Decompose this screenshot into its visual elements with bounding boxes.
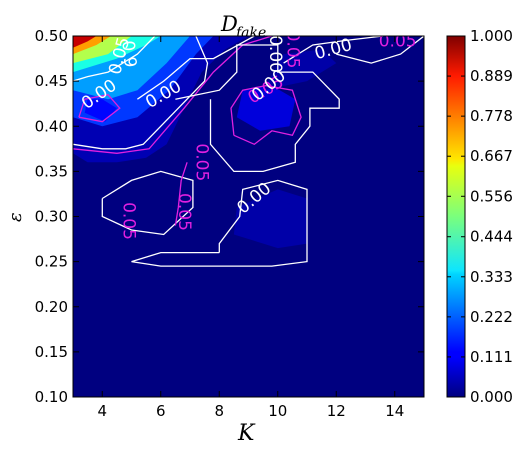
x-axis-ticks: 4 6 8 10 12 14 xyxy=(97,36,404,420)
contour-label: 0.05 xyxy=(282,31,302,69)
x-axis-label: K xyxy=(237,421,256,446)
heatmap-region xyxy=(236,85,296,131)
y-axis-ticks: 0.10 0.15 0.20 0.25 0.30 0.35 0.40 0.45 0.50 xyxy=(35,27,424,406)
y-tick-label: 0.10 xyxy=(35,388,68,406)
contour-line xyxy=(137,36,255,100)
y-tick-label: 0.45 xyxy=(35,72,68,90)
x-tick-label: 4 xyxy=(97,402,107,420)
contour-line xyxy=(73,36,156,82)
colorbar xyxy=(446,35,466,398)
y-tick-label: 0.20 xyxy=(35,298,68,316)
contour-line xyxy=(336,36,424,64)
colorbar-tick-label: 0.222 xyxy=(470,308,513,326)
contour-line xyxy=(230,84,302,146)
colorbar-tick-label: 0.667 xyxy=(470,147,513,165)
contour-line xyxy=(131,179,308,267)
contour-line xyxy=(78,93,121,123)
contour-label: 0.00 xyxy=(265,35,285,73)
heatmap-region xyxy=(233,189,307,249)
y-tick-label: 0.30 xyxy=(35,208,68,226)
y-tick-label: 0.50 xyxy=(35,27,68,45)
heatmap-region xyxy=(263,49,337,91)
x-tick-label: 6 xyxy=(156,402,166,420)
contour-line xyxy=(73,36,209,150)
y-tick-label: 0.25 xyxy=(35,253,68,271)
x-tick-label: 8 xyxy=(214,402,224,420)
contour-line xyxy=(283,36,384,64)
contour-line xyxy=(174,162,188,226)
x-tick-label: 10 xyxy=(268,402,287,420)
colorbar-tick-label: 0.111 xyxy=(470,348,513,366)
contour-label: 0.05 xyxy=(119,202,139,240)
contour-line xyxy=(175,44,340,173)
x-tick-label: 12 xyxy=(327,402,346,420)
colorbar-ticks: 0.000 0.111 0.222 0.333 0.444 0.556 0.667 0.778… xyxy=(447,27,513,406)
y-tick-label: 0.40 xyxy=(35,117,68,135)
heatmap-regions xyxy=(73,36,337,249)
colorbar-tick-label: 0.556 xyxy=(470,187,513,205)
colorbar-tick-label: 0.000 xyxy=(470,388,513,406)
y-tick-label: 0.35 xyxy=(35,162,68,180)
colorbar-tick-label: 0.444 xyxy=(470,228,513,246)
heatmap-region xyxy=(73,36,97,48)
colorbar-tick-label: 1.000 xyxy=(470,27,513,45)
contour-line xyxy=(101,170,194,236)
x-tick-label: 14 xyxy=(385,402,404,420)
contour-label: 0.05 xyxy=(174,193,194,231)
chart-title: D xyxy=(220,12,238,36)
colorbar-tick-label: 0.889 xyxy=(470,67,513,85)
colorbar-tick-label: 0.778 xyxy=(470,107,513,125)
contour-label: 0.9 xyxy=(117,40,139,69)
contour-label: 0.05 xyxy=(379,31,417,51)
contour-label: 0.05 xyxy=(192,143,212,181)
y-axis-label: ε xyxy=(5,212,26,222)
contour-lines xyxy=(73,36,424,267)
y-tick-label: 0.15 xyxy=(35,343,68,361)
colorbar-tick-label: 0.333 xyxy=(470,268,513,286)
